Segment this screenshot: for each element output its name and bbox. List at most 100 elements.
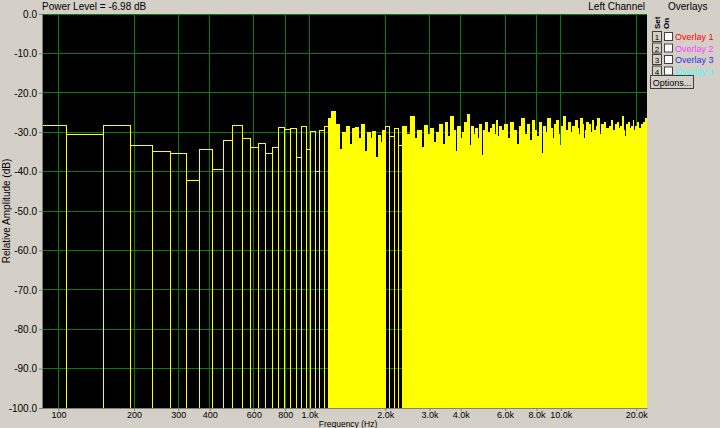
- spectrum-bar: [212, 170, 223, 408]
- x-tick-label: 2.0k: [377, 410, 395, 420]
- spectrum-bar: [223, 141, 233, 408]
- y-tick: -80.0: [14, 324, 42, 335]
- spectrum-bar: [233, 125, 242, 408]
- x-tick: 2.0k: [377, 408, 395, 420]
- x-tick: 1.0k: [302, 408, 320, 420]
- overlay-set-button[interactable]: [653, 43, 662, 53]
- spectrum-bar: [644, 130, 646, 408]
- y-tick: -30.0: [14, 127, 42, 138]
- spectrum-bar: [407, 134, 411, 408]
- x-tick-label: 6.0k: [497, 410, 515, 420]
- y-tick-mark: [39, 329, 42, 330]
- spectrum-bar: [390, 136, 394, 408]
- y-tick: -90.0: [14, 363, 42, 374]
- spectrum-bar: [279, 127, 285, 408]
- x-tick: 10.0k: [550, 408, 573, 420]
- spectrum-bar: [633, 120, 635, 408]
- spectrum-bar: [306, 150, 311, 408]
- spectrum-bar: [200, 149, 212, 408]
- spectrum-bar: [399, 146, 403, 408]
- overlay-set-button[interactable]: [653, 66, 662, 76]
- x-tick: 400: [203, 408, 218, 420]
- x-tick-label: 600: [247, 410, 262, 420]
- x-grid-line: [560, 14, 561, 408]
- x-grid-line: [636, 14, 637, 408]
- title: Power Level = -6.98 dB: [42, 1, 147, 12]
- overlay-label: Overlay 3: [675, 55, 714, 65]
- y-tick-label: -80.0: [14, 324, 37, 335]
- x-tick-label: 20.0k: [626, 410, 649, 420]
- spectrum-bar: [320, 130, 324, 408]
- spectrum-bar: [637, 122, 639, 408]
- y-tick-mark: [39, 408, 42, 409]
- overlay-label: Overlay 1: [675, 32, 714, 42]
- y-tick-label: -100.0: [9, 403, 38, 414]
- spectrum-bar: [385, 126, 390, 408]
- y-tick-label: -70.0: [14, 285, 37, 296]
- y-tick: -10.0: [14, 48, 42, 59]
- y-tick: 0.0: [23, 9, 42, 20]
- y-tick: -60.0: [14, 245, 42, 256]
- subtitle: Left Channel: [588, 1, 645, 12]
- x-tick-label: 400: [203, 410, 218, 420]
- overlay-checkbox[interactable]: [665, 67, 673, 75]
- y-axis: 0.0-10.0-20.0-30.0-40.0-50.0-60.0-70.0-8…: [9, 9, 43, 414]
- y-tick-mark: [39, 53, 42, 54]
- y-tick-mark: [39, 211, 42, 212]
- panel-column-header: Set: [653, 16, 662, 29]
- spectrum-bar: [639, 128, 641, 408]
- y-tick-mark: [39, 369, 42, 370]
- spectrum-bar: [250, 148, 258, 408]
- overlay-checkbox[interactable]: [665, 33, 673, 41]
- overlay-set-button[interactable]: [653, 32, 662, 42]
- overlay-checkbox[interactable]: [665, 56, 673, 64]
- overlay-set-button[interactable]: [653, 55, 662, 65]
- spectrum-bar: [272, 147, 278, 408]
- spectrum-bar: [301, 126, 306, 408]
- spectrum-bar: [645, 118, 647, 408]
- spectrum-bar: [285, 129, 291, 408]
- overlay-number[interactable]: 3: [655, 56, 660, 65]
- y-tick-mark: [39, 290, 42, 291]
- y-tick-mark: [39, 132, 42, 133]
- overlay-number[interactable]: 1: [655, 33, 660, 42]
- spectrum-bar: [42, 125, 67, 408]
- x-tick: 8.0k: [528, 408, 546, 420]
- spectrum-bar: [394, 128, 398, 408]
- x-tick-label: 200: [127, 410, 142, 420]
- spectrum-bar: [67, 134, 104, 408]
- spectrum-bar: [410, 116, 414, 408]
- x-tick: 800: [278, 408, 293, 420]
- y-tick-label: -60.0: [14, 245, 37, 256]
- spectrum-bar: [315, 172, 319, 408]
- bars: [42, 112, 647, 408]
- options-button-label[interactable]: Options...: [653, 78, 692, 88]
- plot-area: [42, 14, 647, 408]
- y-axis-title: Relative Amplitude (dB): [1, 159, 12, 264]
- spectrum-bar: [311, 131, 316, 408]
- overlay-number[interactable]: 2: [655, 45, 660, 54]
- spectrum-bar: [641, 124, 643, 408]
- y-tick: -100.0: [9, 403, 42, 414]
- x-tick: 100: [51, 408, 66, 420]
- grid: [42, 14, 647, 408]
- y-tick: -40.0: [14, 166, 42, 177]
- x-tick-label: 100: [51, 410, 66, 420]
- y-grid-line: [42, 14, 647, 15]
- y-tick-label: -90.0: [14, 363, 37, 374]
- spectrum-bar: [103, 125, 130, 408]
- x-tick: 3.0k: [421, 408, 439, 420]
- spectrum-bar: [643, 122, 645, 408]
- spectrum-bar: [324, 126, 328, 408]
- overlay-checkbox[interactable]: [665, 44, 673, 52]
- spectrum-window: 1002003004006008001.0k2.0k3.0k4.0k6.0k8.…: [0, 0, 720, 428]
- spectrum-bar: [332, 112, 336, 408]
- x-axis-title: Frequency (Hz): [319, 419, 378, 428]
- y-tick-label: -20.0: [14, 88, 37, 99]
- panel-column-header: On: [662, 18, 671, 29]
- spectrum-bar: [258, 143, 265, 408]
- spectrum-bar: [635, 126, 637, 408]
- y-tick: -70.0: [14, 285, 42, 296]
- y-tick-label: 0.0: [23, 9, 37, 20]
- options-button[interactable]: [651, 76, 694, 89]
